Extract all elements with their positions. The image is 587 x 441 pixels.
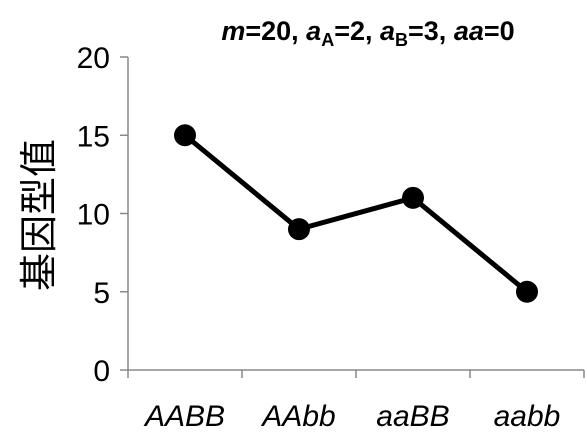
y-tick-label: 5 (93, 277, 110, 310)
y-tick-label: 10 (77, 199, 110, 232)
y-tick-label: 15 (77, 120, 110, 153)
data-point-marker (174, 124, 196, 147)
x-tick-label: aaBB (376, 400, 449, 433)
y-tick-label: 0 (93, 355, 110, 388)
y-axis-label: 基因型值 (17, 139, 61, 291)
x-tick-label: AAbb (260, 400, 335, 433)
chart-title: m=20, aA=2, aB=3, aa=0 (221, 16, 514, 50)
y-axis: 0 5 10 15 20 (77, 42, 129, 388)
y-tick-label: 20 (77, 42, 110, 75)
data-point-marker (516, 280, 538, 303)
x-axis: AABB AAbb aaBB aabb (127, 369, 585, 433)
data-point-marker (288, 218, 310, 241)
data-point-marker (402, 186, 424, 209)
x-tick-label: AABB (143, 400, 225, 433)
series-polyline (183, 133, 529, 294)
series-line (174, 124, 538, 303)
x-tick-label: aabb (494, 400, 561, 433)
